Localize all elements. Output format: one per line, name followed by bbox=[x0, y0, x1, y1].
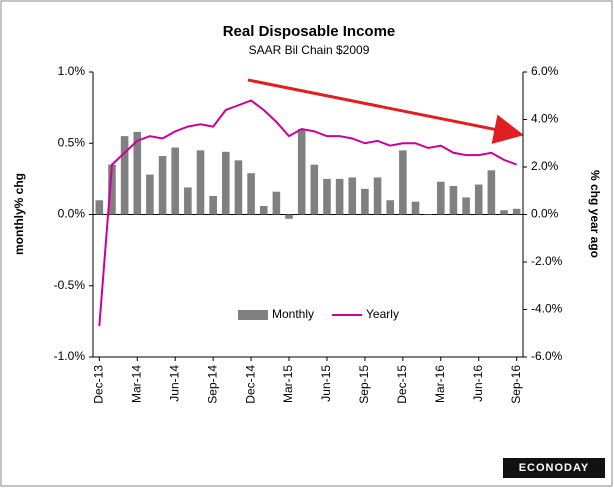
legend-label: Yearly bbox=[366, 307, 399, 321]
bar bbox=[146, 174, 154, 215]
x-tick-label: Jun-16 bbox=[471, 365, 485, 402]
chart-title: Real Disposable Income bbox=[223, 23, 396, 40]
bar bbox=[196, 150, 205, 215]
bar bbox=[285, 214, 293, 219]
y2-axis-label: % chg year ago bbox=[588, 170, 602, 258]
bar bbox=[133, 131, 142, 215]
x-tick-label: Dec-14 bbox=[243, 365, 257, 404]
y2-tick-label: 2.0% bbox=[531, 159, 559, 173]
bar bbox=[234, 160, 243, 215]
chart-subtitle: SAAR Bil Chain $2009 bbox=[249, 43, 370, 57]
bar bbox=[259, 205, 268, 215]
y-tick-label: -0.5% bbox=[54, 278, 86, 292]
bar bbox=[361, 188, 369, 215]
y2-tick-label: -6.0% bbox=[531, 349, 563, 363]
y-tick-label: -1.0% bbox=[54, 349, 86, 363]
bar bbox=[120, 136, 129, 215]
y2-tick-label: -2.0% bbox=[531, 254, 563, 268]
line bbox=[98, 99, 518, 327]
bar bbox=[272, 191, 281, 215]
logo: ECONODAY bbox=[519, 462, 590, 474]
bar bbox=[411, 201, 420, 215]
x-tick-label: Sep-16 bbox=[509, 365, 523, 404]
x-tick-label: Dec-15 bbox=[395, 365, 409, 404]
x-tick-label: Sep-14 bbox=[205, 365, 219, 404]
x-tick-label: Mar-14 bbox=[129, 365, 143, 403]
bar bbox=[108, 164, 116, 215]
y2-tick-label: 0.0% bbox=[531, 207, 559, 221]
trend-arrow bbox=[247, 78, 524, 145]
y2-tick-label: 4.0% bbox=[531, 112, 559, 126]
x-tick-label: Mar-16 bbox=[433, 365, 447, 403]
y-axis-label: monthly% chg bbox=[12, 173, 26, 255]
bar bbox=[323, 178, 331, 215]
bar bbox=[487, 170, 496, 215]
bar bbox=[95, 200, 104, 215]
bar bbox=[348, 177, 357, 215]
bar bbox=[373, 177, 382, 215]
bar bbox=[222, 151, 230, 215]
bar bbox=[399, 150, 407, 215]
y2-tick-label: -4.0% bbox=[531, 302, 563, 316]
legend-swatch bbox=[238, 310, 268, 320]
y-tick-label: 0.5% bbox=[58, 135, 86, 149]
bar bbox=[424, 214, 432, 215]
bar bbox=[462, 197, 470, 215]
bar bbox=[209, 195, 217, 215]
y-tick-label: 1.0% bbox=[58, 64, 86, 78]
bar bbox=[449, 186, 458, 215]
x-tick-label: Dec-13 bbox=[91, 365, 105, 404]
bar bbox=[184, 187, 192, 215]
bar bbox=[171, 147, 179, 215]
bar bbox=[386, 200, 394, 215]
bar bbox=[335, 178, 344, 215]
bar bbox=[437, 181, 445, 215]
y-tick-label: 0.0% bbox=[58, 207, 86, 221]
logo-box bbox=[503, 458, 605, 478]
bar bbox=[297, 129, 306, 215]
x-tick-label: Mar-15 bbox=[281, 365, 295, 403]
bar bbox=[158, 156, 167, 215]
x-tick-label: Jun-14 bbox=[167, 365, 181, 402]
bar bbox=[310, 164, 319, 215]
bar bbox=[474, 184, 483, 215]
x-tick-label: Sep-15 bbox=[357, 365, 371, 404]
y2-tick-label: 6.0% bbox=[531, 64, 559, 78]
x-tick-label: Jun-15 bbox=[319, 365, 333, 402]
bar bbox=[512, 208, 521, 215]
legend-label: Monthly bbox=[272, 307, 314, 321]
bar bbox=[500, 210, 508, 215]
bar bbox=[247, 173, 255, 215]
